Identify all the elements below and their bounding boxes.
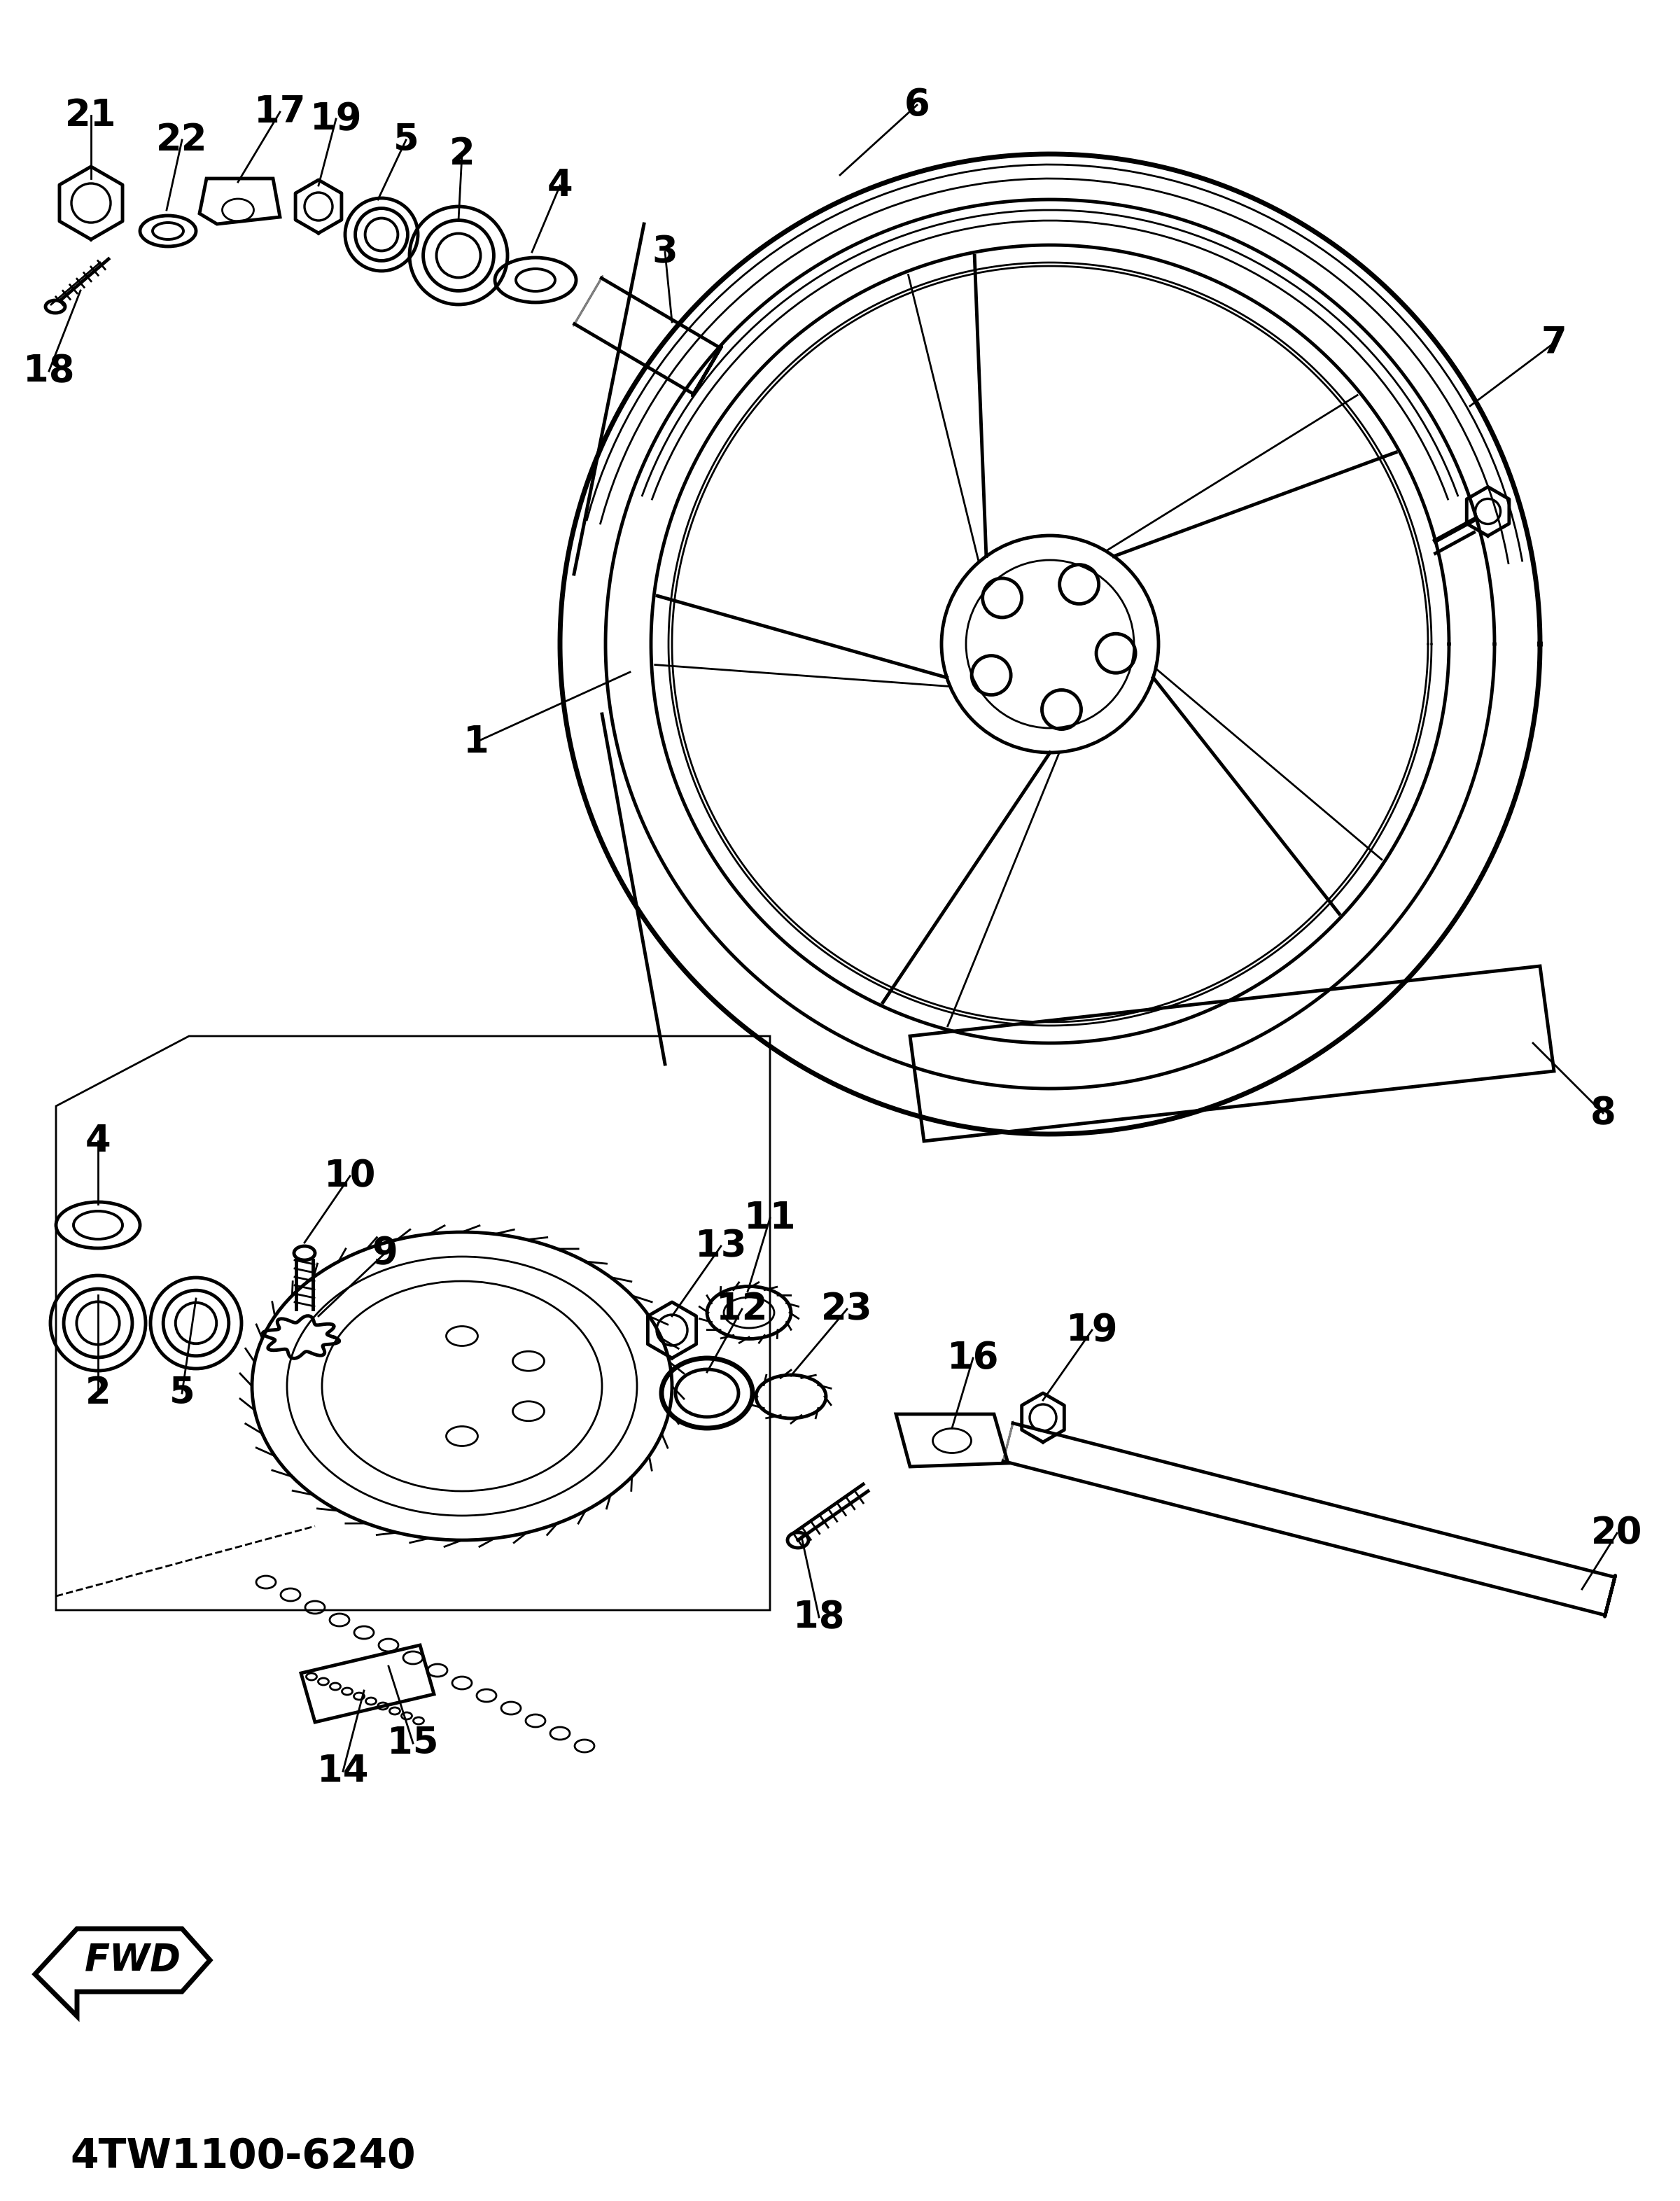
Text: 13: 13 xyxy=(696,1228,746,1263)
Text: 11: 11 xyxy=(744,1200,796,1237)
Text: 23: 23 xyxy=(822,1292,872,1327)
Text: FWD: FWD xyxy=(84,1941,181,1979)
Text: 5: 5 xyxy=(170,1376,195,1411)
Text: 21: 21 xyxy=(66,97,116,134)
Text: 15: 15 xyxy=(388,1726,438,1761)
Text: 2: 2 xyxy=(449,136,475,172)
Text: 19: 19 xyxy=(311,101,361,136)
Text: 17: 17 xyxy=(254,95,306,130)
Text: 9: 9 xyxy=(373,1235,398,1272)
Text: 6: 6 xyxy=(904,86,929,123)
Text: 7: 7 xyxy=(1541,326,1567,361)
Text: 18: 18 xyxy=(793,1598,845,1635)
Text: 8: 8 xyxy=(1591,1094,1616,1131)
Text: 3: 3 xyxy=(652,233,677,271)
Text: 10: 10 xyxy=(324,1158,376,1195)
Text: 19: 19 xyxy=(1067,1312,1117,1349)
Text: 14: 14 xyxy=(318,1752,368,1789)
Text: 4TW1100-6240: 4TW1100-6240 xyxy=(71,2137,415,2177)
Text: 16: 16 xyxy=(948,1340,998,1376)
Text: 12: 12 xyxy=(716,1292,768,1327)
Text: 2: 2 xyxy=(86,1376,111,1411)
Text: 22: 22 xyxy=(156,121,208,158)
Text: 4: 4 xyxy=(548,167,573,205)
Text: 4: 4 xyxy=(86,1123,111,1160)
Text: 1: 1 xyxy=(464,724,489,759)
Text: 18: 18 xyxy=(24,352,74,390)
Text: 5: 5 xyxy=(393,121,418,158)
Text: 20: 20 xyxy=(1591,1514,1643,1552)
